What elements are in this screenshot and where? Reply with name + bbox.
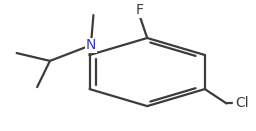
Text: F: F [135,4,144,17]
Text: N: N [86,38,96,52]
Text: Cl: Cl [235,97,249,110]
